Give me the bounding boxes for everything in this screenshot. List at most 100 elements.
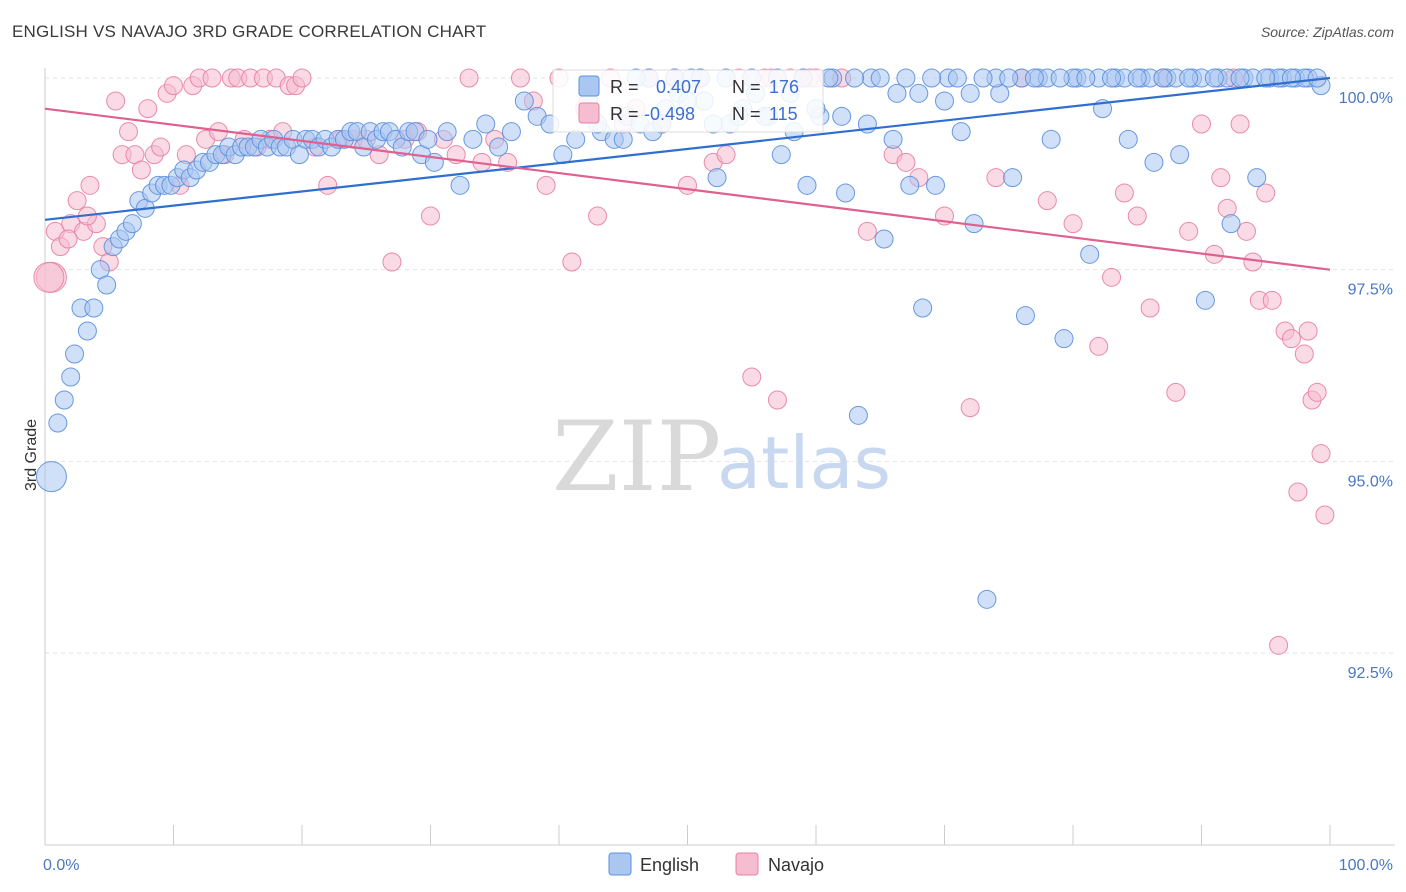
english-point-1 — [48, 413, 68, 433]
y-tick-label-0: 100.0% — [1339, 90, 1393, 107]
navajo-point-121 — [58, 229, 78, 249]
english-point-97 — [900, 175, 920, 195]
navajo-point-56 — [510, 68, 530, 88]
english-point-170 — [999, 68, 1019, 88]
english-point-105 — [1003, 168, 1023, 188]
navajo-point-105 — [1236, 221, 1256, 241]
watermark: ZIP atlas — [552, 401, 891, 513]
english-point-161 — [1230, 68, 1250, 88]
english-point-175 — [870, 68, 890, 88]
navajo-point-4 — [67, 191, 87, 211]
bottom-legend-english: English — [640, 855, 699, 875]
y-tick-label-1: 97.5% — [1348, 282, 1393, 299]
english-point-114 — [1118, 129, 1138, 149]
english-point-64 — [476, 114, 496, 134]
navajo-point-10 — [106, 91, 126, 111]
navajo-point-69 — [678, 175, 697, 195]
english-point-111 — [1080, 244, 1100, 264]
english-point-108 — [1041, 129, 1061, 149]
navajo-point-49 — [421, 206, 440, 226]
navajo-point-94 — [1127, 206, 1147, 226]
english-point-63 — [463, 129, 483, 149]
navajo-point-87 — [986, 168, 1006, 188]
legend-navajo-n-value: 115 — [769, 104, 798, 124]
bottom-legend-swatch-navajo — [735, 852, 759, 876]
navajo-point-62 — [588, 206, 608, 226]
english-point-169 — [1024, 68, 1044, 88]
bottom-legend-navajo: Navajo — [768, 855, 824, 875]
english-point-101 — [951, 122, 971, 142]
english-point-144 — [960, 83, 980, 103]
navajo-point-39 — [292, 68, 312, 88]
english-point-62 — [450, 175, 470, 195]
bottom-legend: English Navajo — [608, 852, 824, 876]
english-point-96 — [887, 83, 907, 103]
english-trend-line — [44, 76, 1331, 221]
english-point-124 — [1247, 168, 1267, 188]
navajo-point-109 — [1262, 290, 1282, 310]
english-point-0 — [35, 461, 67, 493]
x-tick-labels: 0.0% 100.0% — [43, 857, 1393, 874]
english-point-141 — [883, 129, 903, 149]
trend-lines — [44, 76, 1331, 271]
english-point-165 — [1127, 68, 1147, 88]
english-point-116 — [1144, 152, 1164, 172]
english-point-164 — [1153, 68, 1173, 88]
english-point-87 — [771, 145, 791, 165]
english-point-82 — [707, 168, 727, 188]
axes — [44, 68, 1395, 846]
english-point-65 — [489, 137, 509, 157]
english-point-139 — [832, 106, 852, 126]
chart-title: ENGLISH VS NAVAJO 3RD GRADE CORRELATION … — [12, 22, 487, 41]
navajo-point-92 — [1102, 267, 1122, 287]
navajo-point-12 — [119, 122, 139, 142]
bottom-legend-swatch-english — [608, 852, 632, 876]
navajo-point-110 — [1269, 635, 1289, 655]
navajo-point-115 — [1298, 321, 1318, 341]
english-point-71 — [566, 129, 586, 149]
legend-swatch-navajo — [578, 102, 600, 124]
english-point-3 — [61, 367, 81, 387]
navajo-point-76 — [767, 390, 787, 410]
navajo-point-108 — [1256, 183, 1276, 203]
navajo-point-98 — [1179, 221, 1199, 241]
english-point-163 — [1179, 68, 1199, 88]
legend-english-n-value: 176 — [769, 77, 799, 97]
english-point-173 — [922, 68, 942, 88]
legend-english-r-value: 0.407 — [656, 77, 701, 97]
english-point-99 — [926, 175, 946, 195]
legend-english-n-label: N = — [732, 77, 761, 97]
navajo-point-25 — [202, 68, 222, 88]
navajo-point-74 — [742, 367, 762, 387]
english-point-7 — [84, 298, 104, 318]
english-point-92 — [836, 183, 856, 203]
legend-navajo-r-value: -0.498 — [644, 104, 695, 124]
navajo-point-17 — [151, 137, 171, 157]
english-point-120 — [1195, 290, 1215, 310]
english-point-160 — [1256, 68, 1276, 88]
legend-swatch-english — [578, 75, 600, 97]
english-point-67 — [514, 91, 534, 111]
legend-english-r-label: R = — [610, 77, 639, 97]
navajo-point-15 — [138, 99, 158, 119]
english-point-172 — [947, 68, 967, 88]
navajo-point-72 — [716, 145, 736, 165]
navajo-point-86 — [960, 398, 980, 418]
english-point-133 — [613, 129, 633, 149]
english-point-166 — [1102, 68, 1122, 88]
navajo-point-106 — [1243, 252, 1263, 272]
english-point-122 — [1221, 214, 1241, 234]
navajo-point-112 — [1281, 329, 1301, 349]
x-tick-label-right: 100.0% — [1339, 857, 1393, 874]
navajo-point-41 — [318, 175, 338, 195]
english-point-109 — [1054, 329, 1074, 349]
english-point-118 — [1170, 145, 1190, 165]
navajo-point-6 — [80, 175, 100, 195]
english-point-13 — [122, 214, 142, 234]
chart-source: Source: ZipAtlas.com — [1260, 24, 1394, 40]
navajo-point-114 — [1294, 344, 1314, 364]
navajo-point-90 — [1063, 214, 1083, 234]
legend-navajo-n-label: N = — [732, 104, 761, 124]
navajo-point-89 — [1037, 191, 1057, 211]
